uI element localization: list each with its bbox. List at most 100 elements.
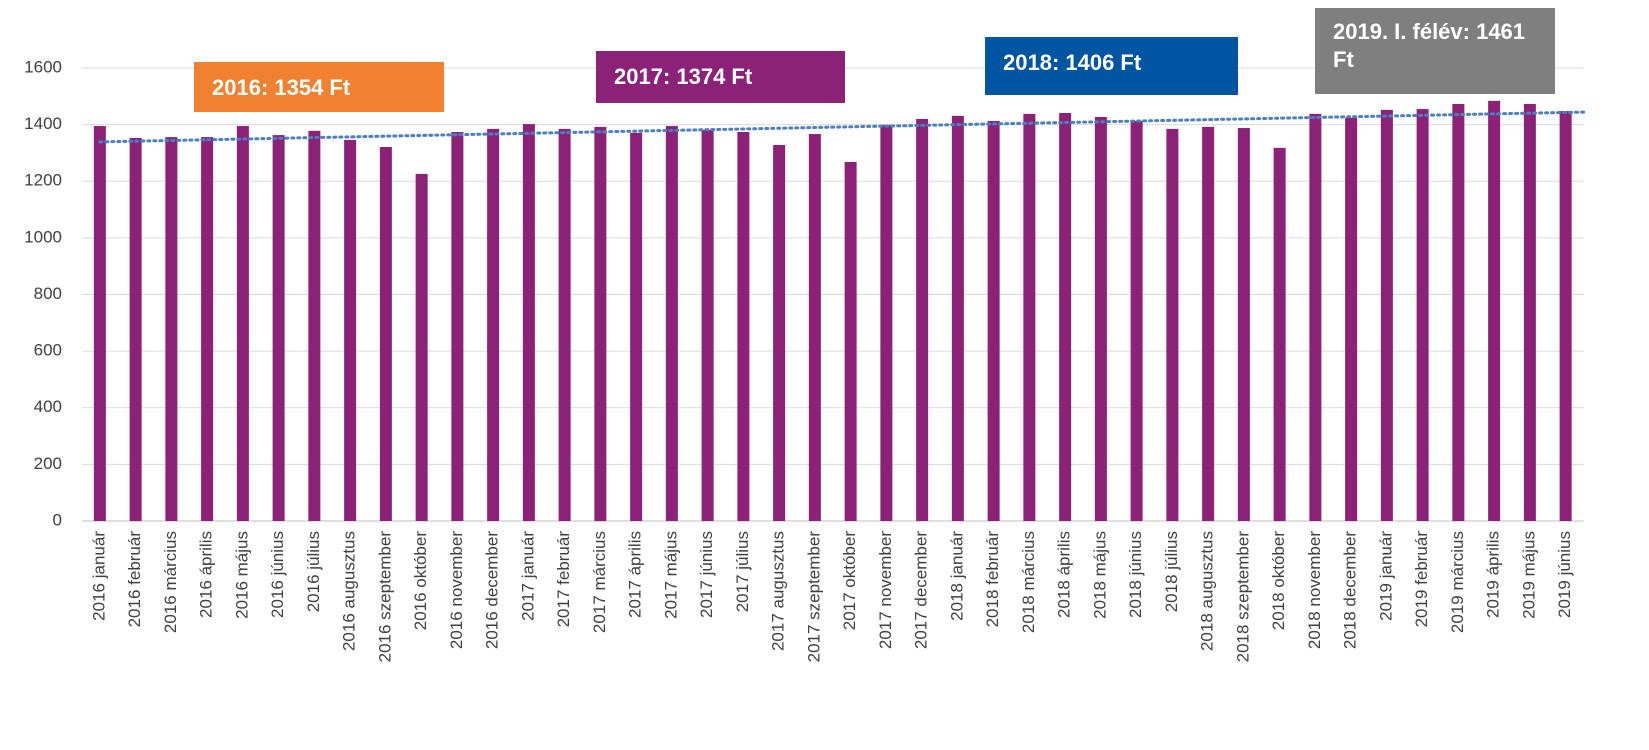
trendline [98,110,1589,144]
bar [451,131,464,521]
bar [1202,126,1215,521]
bar [272,135,285,521]
bar [1166,128,1179,521]
bar [201,137,214,521]
bar [1309,113,1322,522]
x-tick-label: 2017 december [912,531,931,649]
y-tick-label: 1400 [24,114,62,133]
x-tick-label: 2016 február [125,531,144,628]
bar [665,126,678,522]
bar [594,126,607,521]
bar [951,115,964,522]
x-tick-label: 2017 szeptember [804,531,823,663]
x-tick-label: 2018 augusztus [1198,531,1217,651]
bar [1488,100,1501,521]
bar [1345,117,1358,521]
bar [308,130,321,521]
bar [1023,113,1036,522]
bar [379,146,392,521]
x-tick-label: 2017 május [661,531,680,619]
bar [987,120,1000,522]
annotation: 2019. I. félév: 1461 Ft [1315,8,1555,94]
x-tick-label: 2018 január [947,531,966,621]
x-tick-label: 2019 január [1376,531,1395,621]
bar [1094,116,1107,521]
y-tick-label: 0 [53,510,62,529]
x-tick-label: 2018 október [1269,531,1288,631]
bar [1237,128,1250,521]
annotation: 2018: 1406 Ft [985,37,1238,95]
x-tick-label: 2016 július [304,531,323,612]
annotation: 2016: 1354 Ft [194,62,444,112]
bar [415,173,428,522]
x-tick-label: 2017 augusztus [769,531,788,651]
bar [236,126,249,522]
bar [1273,147,1286,521]
bar [1452,103,1465,521]
x-tick-label: 2016 augusztus [340,531,359,651]
x-tick-label: 2016 június [268,531,287,618]
x-tick-label: 2016 december [483,531,502,649]
x-tick-label: 2017 február [554,531,573,628]
bar [129,137,142,521]
x-tick-label: 2016 április [197,531,216,618]
bar [630,132,643,521]
x-tick-label: 2017 július [733,531,752,612]
x-tick-label: 2016 március [161,531,180,633]
x-tick-label: 2018 március [1019,531,1038,633]
x-tick-label: 2019 február [1412,531,1431,628]
bar [522,124,535,521]
y-tick-label: 800 [34,284,62,303]
x-tick-label: 2019 június [1555,531,1574,618]
x-tick-label: 2018 november [1305,531,1324,649]
x-tick-label: 2018 december [1341,531,1360,649]
y-tick-label: 400 [34,397,62,416]
x-tick-label: 2019 április [1484,531,1503,618]
y-tick-label: 200 [34,454,62,473]
bar [1416,109,1429,521]
bar [844,161,857,521]
x-tick-label: 2017 március [590,531,609,633]
x-tick-label: 2018 szeptember [1233,531,1252,663]
bar [880,124,893,521]
bar [165,137,178,521]
x-tick-label: 2016 november [447,531,466,649]
bar [916,118,929,522]
annotation: 2017: 1374 Ft [596,51,845,103]
y-tick-label: 1600 [24,57,62,76]
x-tick-label: 2017 január [518,531,537,621]
x-tick-label: 2017 október [840,531,859,631]
bar [93,126,106,522]
x-tick-label: 2016 október [411,531,430,631]
bar [808,133,821,521]
x-tick-label: 2016 január [89,531,108,621]
bar [1059,113,1072,521]
y-tick-label: 600 [34,341,62,360]
bar [1559,111,1572,521]
bar [558,128,571,521]
x-tick-label: 2019 március [1448,531,1467,633]
bar [737,131,750,521]
bar [1130,120,1143,522]
y-tick-label: 1000 [24,227,62,246]
bar [1380,109,1393,521]
bar [773,145,786,521]
x-tick-label: 2018 április [1055,531,1074,618]
bar [701,130,714,521]
x-tick-label: 2016 szeptember [375,531,394,663]
y-tick-label: 1200 [24,171,62,190]
x-tick-label: 2016 május [232,531,251,619]
x-tick-label: 2018 június [1126,531,1145,618]
x-tick-label: 2017 június [697,531,716,618]
x-tick-label: 2017 november [876,531,895,649]
x-tick-label: 2018 május [1090,531,1109,619]
bar [487,128,500,521]
bar [1523,103,1536,521]
x-tick-label: 2018 július [1162,531,1181,612]
x-tick-label: 2018 február [983,531,1002,628]
bar [344,139,357,521]
x-tick-label: 2019 május [1519,531,1538,619]
x-tick-label: 2017 április [626,531,645,618]
